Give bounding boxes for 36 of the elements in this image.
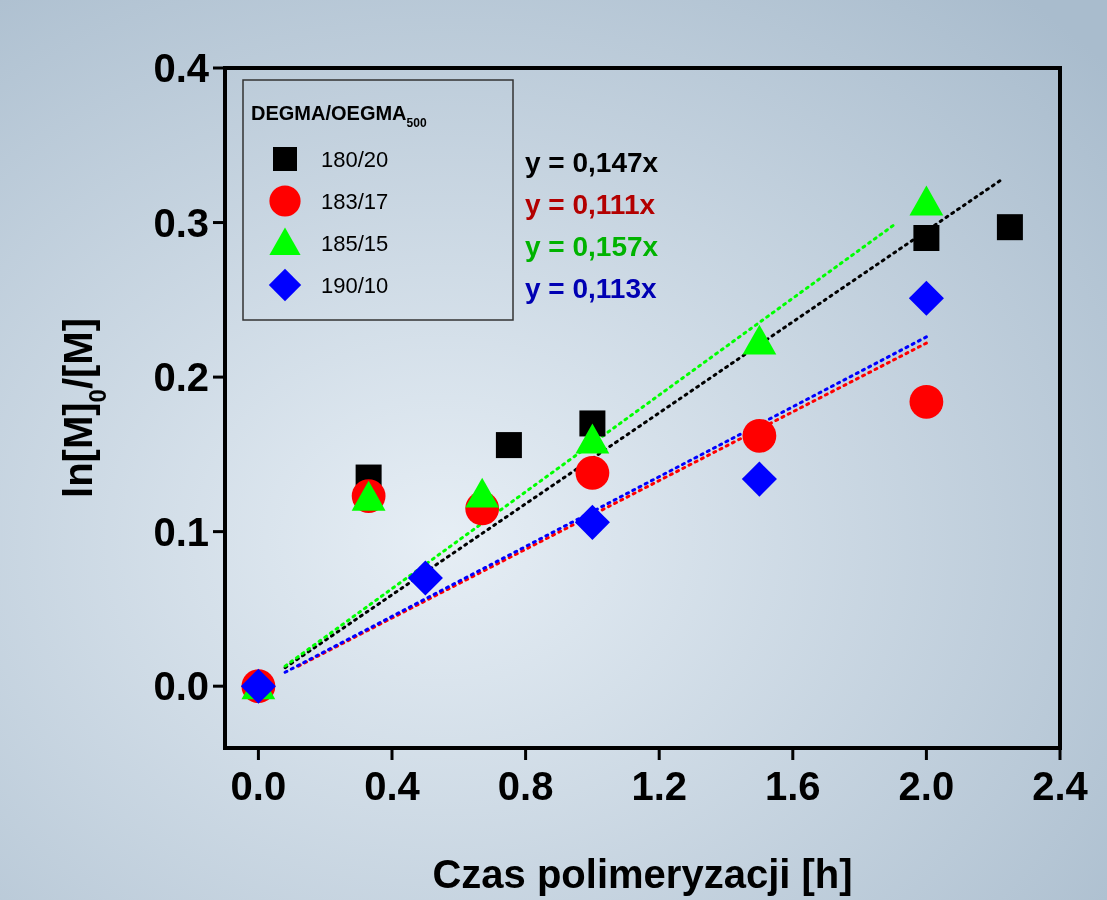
y-tick-label: 0.1 [153,509,209,554]
point [465,477,500,508]
x-tick-label: 2.0 [898,764,955,808]
legend-title: DEGMA/OEGMA$_{500}$ [251,102,427,130]
x-tick-label: 1.2 [631,764,687,808]
point [996,214,1023,241]
point [575,456,610,490]
y-tick-label: 0.0 [153,664,209,709]
point [909,384,944,419]
legend-label: 185/15 [321,231,389,256]
annotation: y = 0,147x [525,147,659,178]
annotation: y = 0,111x [525,189,656,220]
y-tick-label: 0.4 [153,46,210,90]
x-tick-label: 0.4 [364,764,421,808]
legend-label: 190/10 [321,273,389,298]
annotation: y = 0,113x [525,273,658,304]
x-axis-title: Czas polimeryzacji [h] [432,852,853,896]
annotation: y = 0,157x [525,231,659,262]
point [913,225,940,251]
y-tick-label: 0.2 [153,355,209,400]
legend-label: 183/17 [321,189,389,214]
point [575,423,610,454]
point [742,324,777,355]
x-tick-label: 1.6 [765,764,821,808]
point [574,504,610,540]
point [908,280,944,316]
y-tick-label: 0.3 [153,200,209,245]
x-tick-label: 0.0 [230,764,287,808]
point [909,185,944,216]
x-tick-label: 0.8 [497,764,554,808]
point [741,461,777,497]
legend-label: 180/20 [321,147,389,172]
point [407,560,443,596]
point [742,418,777,453]
x-tick-label: 2.4 [1032,764,1089,808]
point [495,432,522,459]
